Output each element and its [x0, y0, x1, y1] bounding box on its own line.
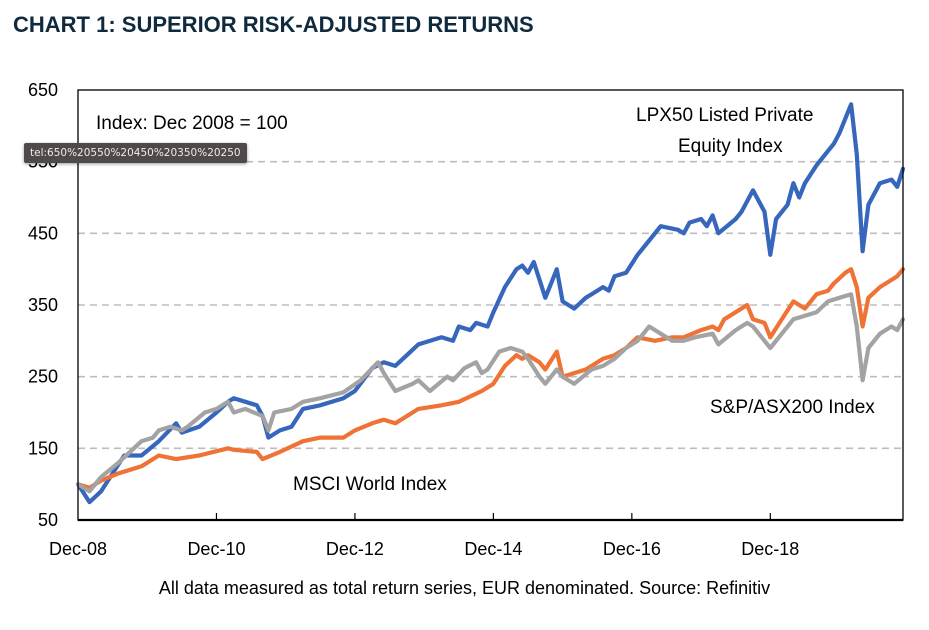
- y-tick-label: 250: [28, 367, 58, 387]
- annotation-asx200: S&P/ASX200 Index: [710, 397, 875, 418]
- source-footnote: All data measured as total return series…: [158, 578, 771, 598]
- series-lines: [75, 102, 906, 505]
- x-tick-label: Dec-08: [49, 539, 107, 559]
- series-line-msci-world-index: [75, 267, 906, 490]
- y-tick-label: 650: [28, 80, 58, 100]
- annotation-lpx50-line2: Equity Index: [678, 136, 783, 157]
- x-tick-label: Dec-12: [326, 539, 384, 559]
- y-tick-label: 150: [28, 438, 58, 458]
- link-tooltip: tel:650%20550%20450%20350%20250: [24, 143, 247, 163]
- x-tick-label: Dec-18: [741, 539, 799, 559]
- y-tick-label: 350: [28, 295, 58, 315]
- series-line-s-p-asx200-index: [75, 292, 906, 494]
- y-ticks: 50150250350450550650: [28, 80, 58, 530]
- annotation-index-base: Index: Dec 2008 = 100: [96, 113, 288, 134]
- annotation-msci-world: MSCI World Index: [293, 474, 447, 495]
- x-ticks: Dec-08 Dec-10 Dec-12 Dec-14 Dec-16 Dec-18: [49, 513, 799, 559]
- y-tick-label: 450: [28, 223, 58, 243]
- chart-title: CHART 1: SUPERIOR RISK-ADJUSTED RETURNS: [13, 12, 534, 37]
- x-tick-label: Dec-10: [187, 539, 245, 559]
- series-line-lpx50-listed-private-equity-index: [75, 102, 906, 505]
- annotation-lpx50-line1: LPX50 Listed Private: [636, 105, 813, 126]
- y-tick-label: 50: [38, 510, 58, 530]
- x-tick-label: Dec-16: [603, 539, 661, 559]
- gridlines: [78, 160, 903, 450]
- x-tick-label: Dec-14: [464, 539, 522, 559]
